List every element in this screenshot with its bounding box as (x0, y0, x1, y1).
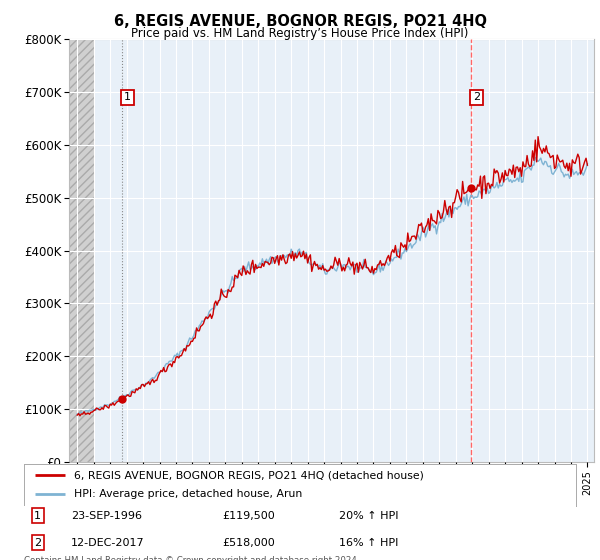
Text: £518,000: £518,000 (223, 538, 275, 548)
Bar (69, 39, 94, 462)
Text: 20% ↑ HPI: 20% ↑ HPI (338, 511, 398, 521)
Text: 16% ↑ HPI: 16% ↑ HPI (338, 538, 398, 548)
Text: 12-DEC-2017: 12-DEC-2017 (71, 538, 145, 548)
Text: HPI: Average price, detached house, Arun: HPI: Average price, detached house, Arun (74, 489, 302, 500)
Text: 6, REGIS AVENUE, BOGNOR REGIS, PO21 4HQ: 6, REGIS AVENUE, BOGNOR REGIS, PO21 4HQ (113, 14, 487, 29)
Text: 6, REGIS AVENUE, BOGNOR REGIS, PO21 4HQ (detached house): 6, REGIS AVENUE, BOGNOR REGIS, PO21 4HQ … (74, 470, 424, 480)
Text: 23-SEP-1996: 23-SEP-1996 (71, 511, 142, 521)
Text: Price paid vs. HM Land Registry’s House Price Index (HPI): Price paid vs. HM Land Registry’s House … (131, 27, 469, 40)
Text: 2: 2 (34, 538, 41, 548)
Text: 2: 2 (473, 92, 480, 102)
Text: 1: 1 (124, 92, 131, 102)
Text: 1: 1 (34, 511, 41, 521)
Text: Contains HM Land Registry data © Crown copyright and database right 2024.
This d: Contains HM Land Registry data © Crown c… (24, 556, 359, 560)
Bar (69, 39, 94, 462)
Text: £119,500: £119,500 (223, 511, 275, 521)
